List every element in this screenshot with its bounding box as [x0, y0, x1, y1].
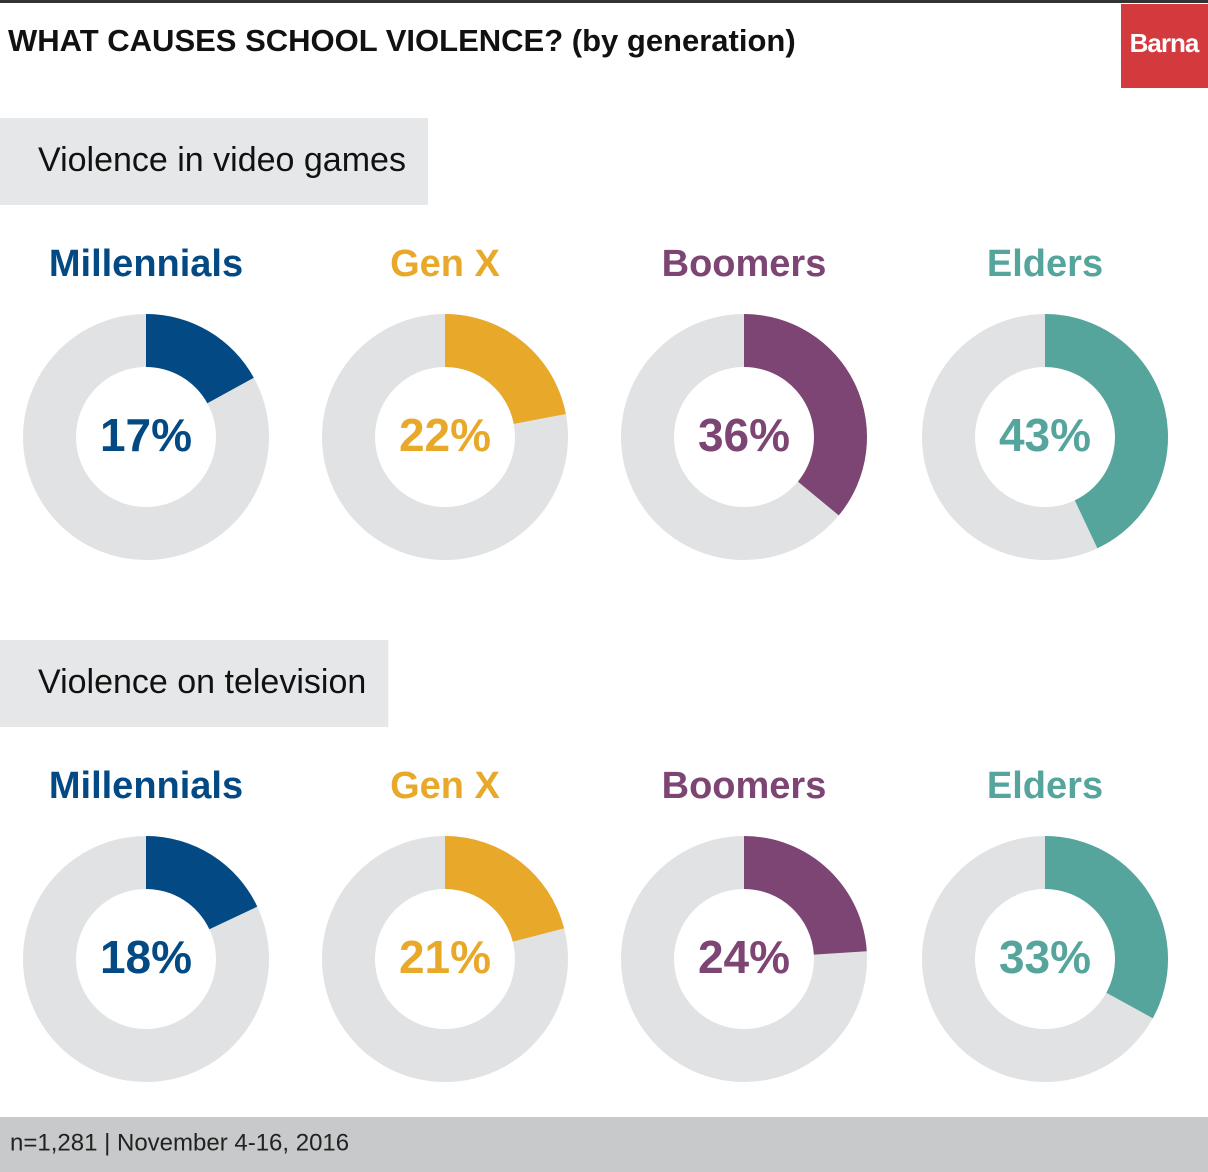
donut-segment — [744, 314, 867, 516]
donut-segment — [445, 836, 565, 942]
brand-logo: Barna — [1130, 28, 1200, 58]
value-label: 24% — [698, 931, 790, 983]
category-label: Millennials — [49, 243, 243, 285]
donut-segment — [1045, 836, 1168, 1019]
page-title: WHAT CAUSES SCHOOL VIOLENCE? (by generat… — [8, 23, 796, 58]
value-label: 22% — [399, 409, 491, 461]
section-title: Violence on television — [38, 663, 366, 701]
category-label: Elders — [987, 765, 1103, 807]
section-header-box — [0, 640, 389, 727]
category-label: Boomers — [662, 243, 827, 285]
section-title: Violence in video games — [38, 141, 406, 179]
donut-segment — [1045, 314, 1168, 549]
footer-note: n=1,281 | November 4-16, 2016 — [10, 1129, 349, 1156]
category-label: Elders — [987, 243, 1103, 285]
value-label: 18% — [100, 931, 192, 983]
donut-segment — [146, 314, 254, 404]
value-label: 21% — [399, 931, 491, 983]
category-label: Gen X — [390, 243, 500, 285]
brand-box — [1121, 4, 1208, 88]
category-label: Millennials — [49, 765, 243, 807]
value-label: 43% — [999, 409, 1091, 461]
footer-bar — [0, 1117, 1208, 1172]
value-label: 17% — [100, 409, 192, 461]
top-border — [0, 0, 1208, 3]
donut-segment — [744, 836, 867, 955]
category-label: Boomers — [662, 765, 827, 807]
section-header-box — [0, 118, 428, 205]
value-label: 33% — [999, 931, 1091, 983]
donut-segment — [146, 836, 258, 930]
value-label: 36% — [698, 409, 790, 461]
donut-segment — [445, 314, 566, 424]
category-label: Gen X — [390, 765, 500, 807]
